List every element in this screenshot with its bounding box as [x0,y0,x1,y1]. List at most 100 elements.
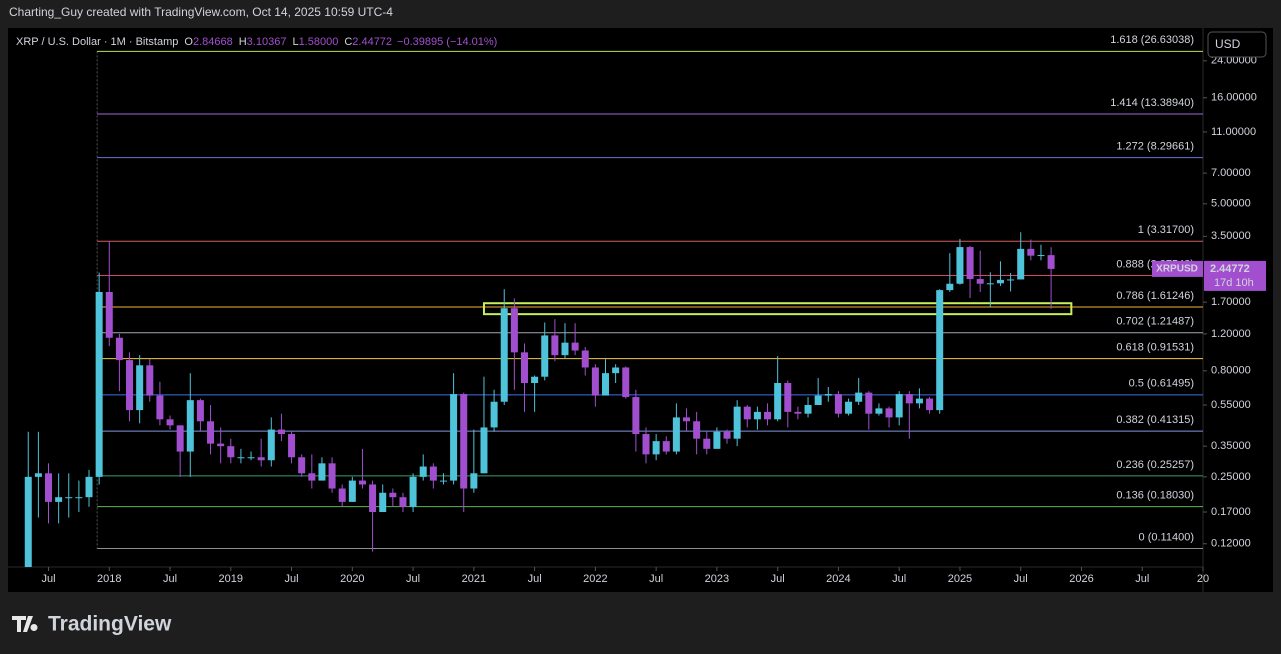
candle-body [318,463,326,481]
candle-body [490,401,498,428]
candle-body [581,350,589,368]
symbol-tag [1152,260,1203,277]
y-tick-label: 0.80000 [1211,365,1251,377]
y-tick-label: 24.00000 [1211,55,1257,67]
x-tick-label: 2024 [826,573,850,585]
candle-body [217,443,225,447]
candle-body [764,411,772,420]
plot-area: 1.618 (26.63038) 1.414 (13.38940) 1.272 (8… [24,34,1203,567]
candle-body [591,367,599,396]
candle-body [976,279,984,284]
candle-body [784,383,792,412]
candle-body [774,383,782,420]
candle-body [126,360,134,411]
candle-body [288,434,296,458]
candle-body [146,365,154,396]
candle-body [55,497,63,502]
candle-body [713,431,721,449]
candle-body [298,457,306,474]
candle-body [24,476,32,567]
fib-level-label: 0.786 (1.61246) [1116,290,1194,302]
support-zone [482,302,1073,316]
candle-body [369,484,377,513]
fib-level-label: 0.382 (0.41315) [1116,414,1194,426]
candle-body [439,480,447,482]
fib-level-label: 1 (3.31700) [1138,224,1194,236]
logo-icon [12,616,38,632]
candle-body [196,400,204,422]
candle-body [814,395,822,405]
candle-body [531,376,539,384]
candle-body [136,365,144,411]
candle-body [915,398,923,404]
candle-body [429,466,437,481]
candle-body [85,476,93,498]
legend-key: L [292,36,298,48]
candle-body [1037,255,1045,257]
candle-body [65,497,73,499]
candle-body [1047,255,1055,269]
candle-body [865,392,873,414]
brand: TradingView [48,613,172,636]
x-tick-label: Jul [771,573,785,585]
candle-body [794,411,802,414]
y-tick-label: 0.35000 [1211,440,1251,452]
fib-level-label: 1.414 (13.38940) [1110,97,1194,109]
legend-value: 2.84668 [193,36,233,48]
candle-body [683,417,691,422]
y-tick-label: 3.50000 [1211,230,1251,242]
candle-body [227,446,235,458]
candle-body [338,488,346,502]
candle-body [450,394,458,481]
candle-body [703,438,711,449]
x-tick-label: Jul [1135,573,1149,585]
candle-body [571,342,579,351]
candle-body [510,308,518,353]
candle-body [804,404,812,414]
candle-body [743,406,751,420]
currency: USD [1215,37,1241,51]
x-tick-label: 2022 [583,573,607,585]
y-tick-label: 7.00000 [1211,167,1251,179]
candle-body [936,290,944,411]
attribution: Charting_Guy created with TradingView.co… [9,5,393,19]
candle-body [875,408,883,414]
candle-body [845,401,853,414]
x-tick-label: Jul [649,573,663,585]
y-tick-label: 0.25000 [1211,471,1251,483]
candle-body [834,394,842,414]
x-tick-label: Jul [163,573,177,585]
candle-body [267,429,275,461]
legend-change: −0.39895 (−14.01%) [397,36,497,48]
candle-body [176,425,184,452]
candle-body [541,335,549,377]
candle-body [996,279,1004,284]
candle-body [561,342,569,356]
candle-body [905,394,913,404]
candle-body [257,457,265,461]
candle-body [1027,248,1035,256]
candle-body [1007,279,1015,281]
candle-body [966,247,974,280]
x-tick-label: 2019 [219,573,243,585]
candle-body [723,431,731,439]
candle-body [186,400,194,452]
candle-body [652,441,660,455]
y-tick-label: 16.00000 [1211,92,1257,104]
candle-body [946,283,954,291]
candle-body [328,463,336,489]
fib-level-label: 1.618 (26.63038) [1110,34,1194,46]
candle-body [348,480,356,502]
legend-key: C [344,36,352,48]
fib-level-label: 0.136 (0.18030) [1116,490,1194,502]
legend-value: 2.44772 [352,36,392,48]
candle-body [602,373,609,396]
chart-panel [8,28,1273,592]
candle-body [824,394,832,396]
candle-body [358,480,366,485]
candle-body [672,417,680,452]
candle-body [986,283,994,285]
x-tick-label: 2018 [97,573,121,585]
candle-body [95,291,103,477]
x-tick-label: Jul [1014,573,1028,585]
